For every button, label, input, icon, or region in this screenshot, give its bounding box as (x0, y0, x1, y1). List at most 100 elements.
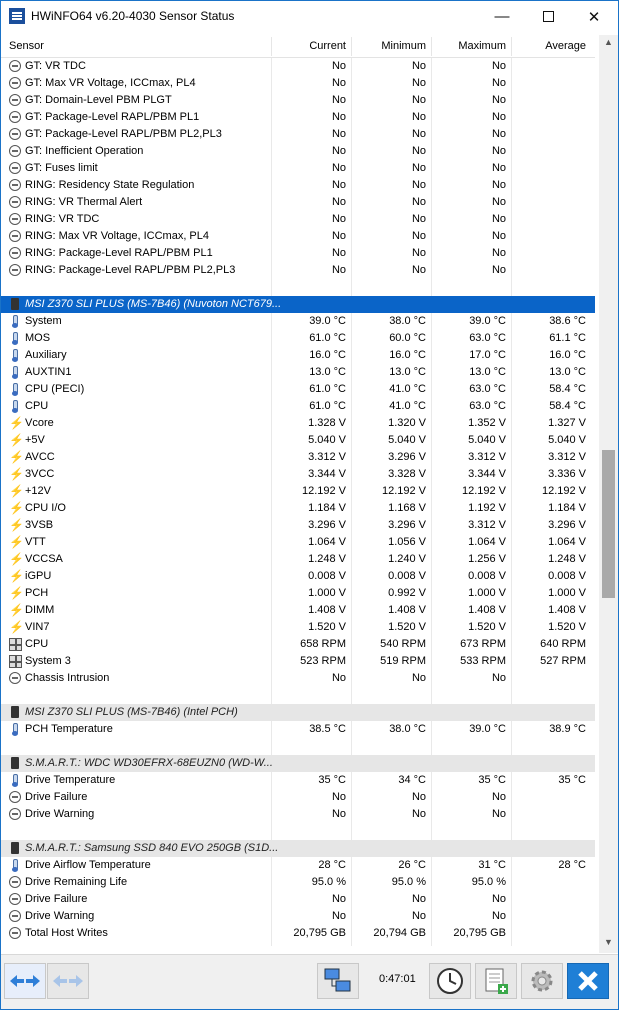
sensor-row[interactable]: Drive Temperature 35 °C 34 °C 35 °C 35 °C (1, 772, 595, 789)
sensor-row[interactable]: GT: Domain-Level PBM PLGT No No No (1, 92, 595, 109)
current-value: No (331, 791, 346, 803)
maximum-value: 63.0 °C (469, 332, 506, 344)
sensor-row[interactable]: RING: Package-Level RAPL/PBM PL2,PL3 No No… (1, 262, 595, 279)
close-window-button[interactable]: ✕ (571, 1, 617, 32)
sensor-row[interactable]: CPU 658 RPM 540 RPM 673 RPM 640 RPM (1, 636, 595, 653)
sensor-row[interactable]: ⚡ DIMM 1.408 V 1.408 V 1.408 V 1.408 V (1, 602, 595, 619)
minimum-value: No (411, 213, 426, 225)
minimum-value: 16.0 °C (389, 349, 426, 361)
sensor-row[interactable]: Drive Airflow Temperature 28 °C 26 °C 31 °C… (1, 857, 595, 874)
navigate-left-right-button[interactable] (4, 963, 46, 999)
current-value: No (331, 893, 346, 905)
current-value: 658 RPM (300, 638, 346, 650)
network-button[interactable] (317, 963, 359, 999)
sensor-row[interactable]: GT: Package-Level RAPL/PBM PL1 No No No (1, 109, 595, 126)
close-sensors-button[interactable] (567, 963, 609, 999)
scrollbar-thumb[interactable] (602, 450, 615, 598)
sensor-row[interactable]: Auxiliary 16.0 °C 16.0 °C 17.0 °C 16.0 °C (1, 347, 595, 364)
navigate-disabled-button[interactable] (47, 963, 89, 999)
sensor-row[interactable]: GT: Inefficient Operation No No No (1, 143, 595, 160)
sensor-row[interactable]: RING: Package-Level RAPL/PBM PL1 No No No (1, 245, 595, 262)
current-value: No (331, 179, 346, 191)
sensor-label: Drive Failure (25, 893, 88, 905)
chip-icon (11, 757, 19, 769)
reset-clock-button[interactable] (429, 963, 471, 999)
sensor-row[interactable]: ⚡ 3VCC 3.344 V 3.328 V 3.344 V 3.336 V (1, 466, 595, 483)
sensor-row[interactable]: RING: Residency State Regulation No No No (1, 177, 595, 194)
sensor-row[interactable]: GT: VR TDC No No No (1, 58, 595, 75)
sensor-label: AUXTIN1 (25, 366, 72, 378)
minimum-value: 13.0 °C (389, 366, 426, 378)
sensor-row[interactable]: Drive Failure No No No (1, 891, 595, 908)
sensor-row[interactable]: Drive Remaining Life 95.0 % 95.0 % 95.0 % (1, 874, 595, 891)
sensor-row[interactable]: Total Host Writes 20,795 GB 20,794 GB 20,79… (1, 925, 595, 942)
lightning-bolt-icon: ⚡ (9, 620, 24, 634)
group-label: MSI Z370 SLI PLUS (MS-7B46) (Nuvoton NCT… (25, 298, 282, 310)
maximum-value: 20,795 GB (453, 927, 506, 939)
sensor-label: MOS (25, 332, 51, 344)
sensor-row[interactable]: GT: Package-Level RAPL/PBM PL2,PL3 No No No (1, 126, 595, 143)
average-value: 28 °C (558, 859, 586, 871)
average-value: 0.008 V (548, 570, 586, 582)
sensor-row[interactable]: ⚡ Vcore 1.328 V 1.320 V 1.352 V 1.327 V (1, 415, 595, 432)
add-report-button[interactable] (475, 963, 517, 999)
sensor-group-row[interactable]: MSI Z370 SLI PLUS (MS-7B46) (Intel PCH) (1, 704, 595, 721)
sensor-row[interactable]: PCH Temperature 38.5 °C 38.0 °C 39.0 °C 38.9… (1, 721, 595, 738)
sensor-group-row[interactable]: MSI Z370 SLI PLUS (MS-7B46) (Nuvoton NCT… (1, 296, 595, 313)
sensor-row[interactable]: RING: Max VR Voltage, ICCmax, PL4 No No No (1, 228, 595, 245)
sensor-row[interactable]: Drive Failure No No No (1, 789, 595, 806)
title-bar: HWiNFO64 v6.20-4030 Sensor Status — ✕ (1, 1, 618, 32)
sensor-row[interactable]: ⚡ CPU I/O 1.184 V 1.168 V 1.192 V 1.184 V (1, 500, 595, 517)
maximum-value: 95.0 % (471, 876, 506, 888)
sensor-row[interactable]: RING: VR TDC No No No (1, 211, 595, 228)
maximum-value: No (491, 264, 506, 276)
minimum-value: 0.992 V (388, 587, 426, 599)
average-value: 1.248 V (548, 553, 586, 565)
sensor-row[interactable]: Drive Warning No No No (1, 806, 595, 823)
sensor-row[interactable]: CPU 61.0 °C 41.0 °C 63.0 °C 58.4 °C (1, 398, 595, 415)
status-circle-icon (9, 94, 21, 106)
minimum-value: No (411, 230, 426, 242)
header-sensor[interactable]: Sensor (9, 40, 44, 52)
sensor-row[interactable]: AUXTIN1 13.0 °C 13.0 °C 13.0 °C 13.0 °C (1, 364, 595, 381)
sensor-row[interactable]: System 39.0 °C 38.0 °C 39.0 °C 38.6 °C (1, 313, 595, 330)
sensor-group-row[interactable]: S.M.A.R.T.: WDC WD30EFRX-68EUZN0 (WD-W..… (1, 755, 595, 772)
scroll-up-arrow-icon[interactable]: ▲ (604, 37, 613, 47)
sensor-label: VTT (25, 536, 46, 548)
status-circle-icon (9, 77, 21, 89)
lightning-bolt-icon: ⚡ (9, 501, 24, 515)
sensor-row[interactable]: ⚡ VCCSA 1.248 V 1.240 V 1.256 V 1.248 V (1, 551, 595, 568)
header-average[interactable]: Average (545, 40, 586, 52)
sensor-row[interactable]: CPU (PECI) 61.0 °C 41.0 °C 63.0 °C 58.4 °C (1, 381, 595, 398)
sensor-grid[interactable]: GT: VR TDC No No No GT: Max VR Voltage, ICCm… (1, 58, 595, 946)
sensor-group-row[interactable]: S.M.A.R.T.: Samsung SSD 840 EVO 250GB (S… (1, 840, 595, 857)
current-value: No (331, 94, 346, 106)
sensor-row[interactable]: RING: VR Thermal Alert No No No (1, 194, 595, 211)
maximum-value: 1.256 V (468, 553, 506, 565)
maximize-button[interactable] (525, 1, 571, 32)
minimum-value: No (411, 77, 426, 89)
header-current[interactable]: Current (309, 40, 346, 52)
sensor-row[interactable]: MOS 61.0 °C 60.0 °C 63.0 °C 61.1 °C (1, 330, 595, 347)
sensor-row[interactable]: ⚡ VTT 1.064 V 1.056 V 1.064 V 1.064 V (1, 534, 595, 551)
sensor-row[interactable]: GT: Max VR Voltage, ICCmax, PL4 No No No (1, 75, 595, 92)
scroll-down-arrow-icon[interactable]: ▼ (604, 937, 613, 947)
sensor-row[interactable]: ⚡ PCH 1.000 V 0.992 V 1.000 V 1.000 V (1, 585, 595, 602)
sensor-row[interactable]: ⚡ iGPU 0.008 V 0.008 V 0.008 V 0.008 V (1, 568, 595, 585)
sensor-row[interactable]: ⚡ 3VSB 3.296 V 3.296 V 3.312 V 3.296 V (1, 517, 595, 534)
sensor-row[interactable]: ⚡ VIN7 1.520 V 1.520 V 1.520 V 1.520 V (1, 619, 595, 636)
minimize-button[interactable]: — (479, 1, 525, 32)
sensor-row[interactable]: ⚡ +5V 5.040 V 5.040 V 5.040 V 5.040 V (1, 432, 595, 449)
header-minimum[interactable]: Minimum (381, 40, 426, 52)
sensor-row[interactable]: Chassis Intrusion No No No (1, 670, 595, 687)
sensor-row[interactable]: ⚡ +12V 12.192 V 12.192 V 12.192 V 12.192 V (1, 483, 595, 500)
lightning-bolt-icon: ⚡ (9, 467, 24, 481)
vertical-scrollbar[interactable]: ▲ ▼ (599, 35, 618, 953)
header-maximum[interactable]: Maximum (458, 40, 506, 52)
settings-button[interactable] (521, 963, 563, 999)
sensor-row[interactable]: System 3 523 RPM 519 RPM 533 RPM 527 RPM (1, 653, 595, 670)
sensor-row[interactable]: ⚡ AVCC 3.312 V 3.296 V 3.312 V 3.312 V (1, 449, 595, 466)
sensor-row[interactable]: GT: Fuses limit No No No (1, 160, 595, 177)
sensor-row[interactable]: Drive Warning No No No (1, 908, 595, 925)
